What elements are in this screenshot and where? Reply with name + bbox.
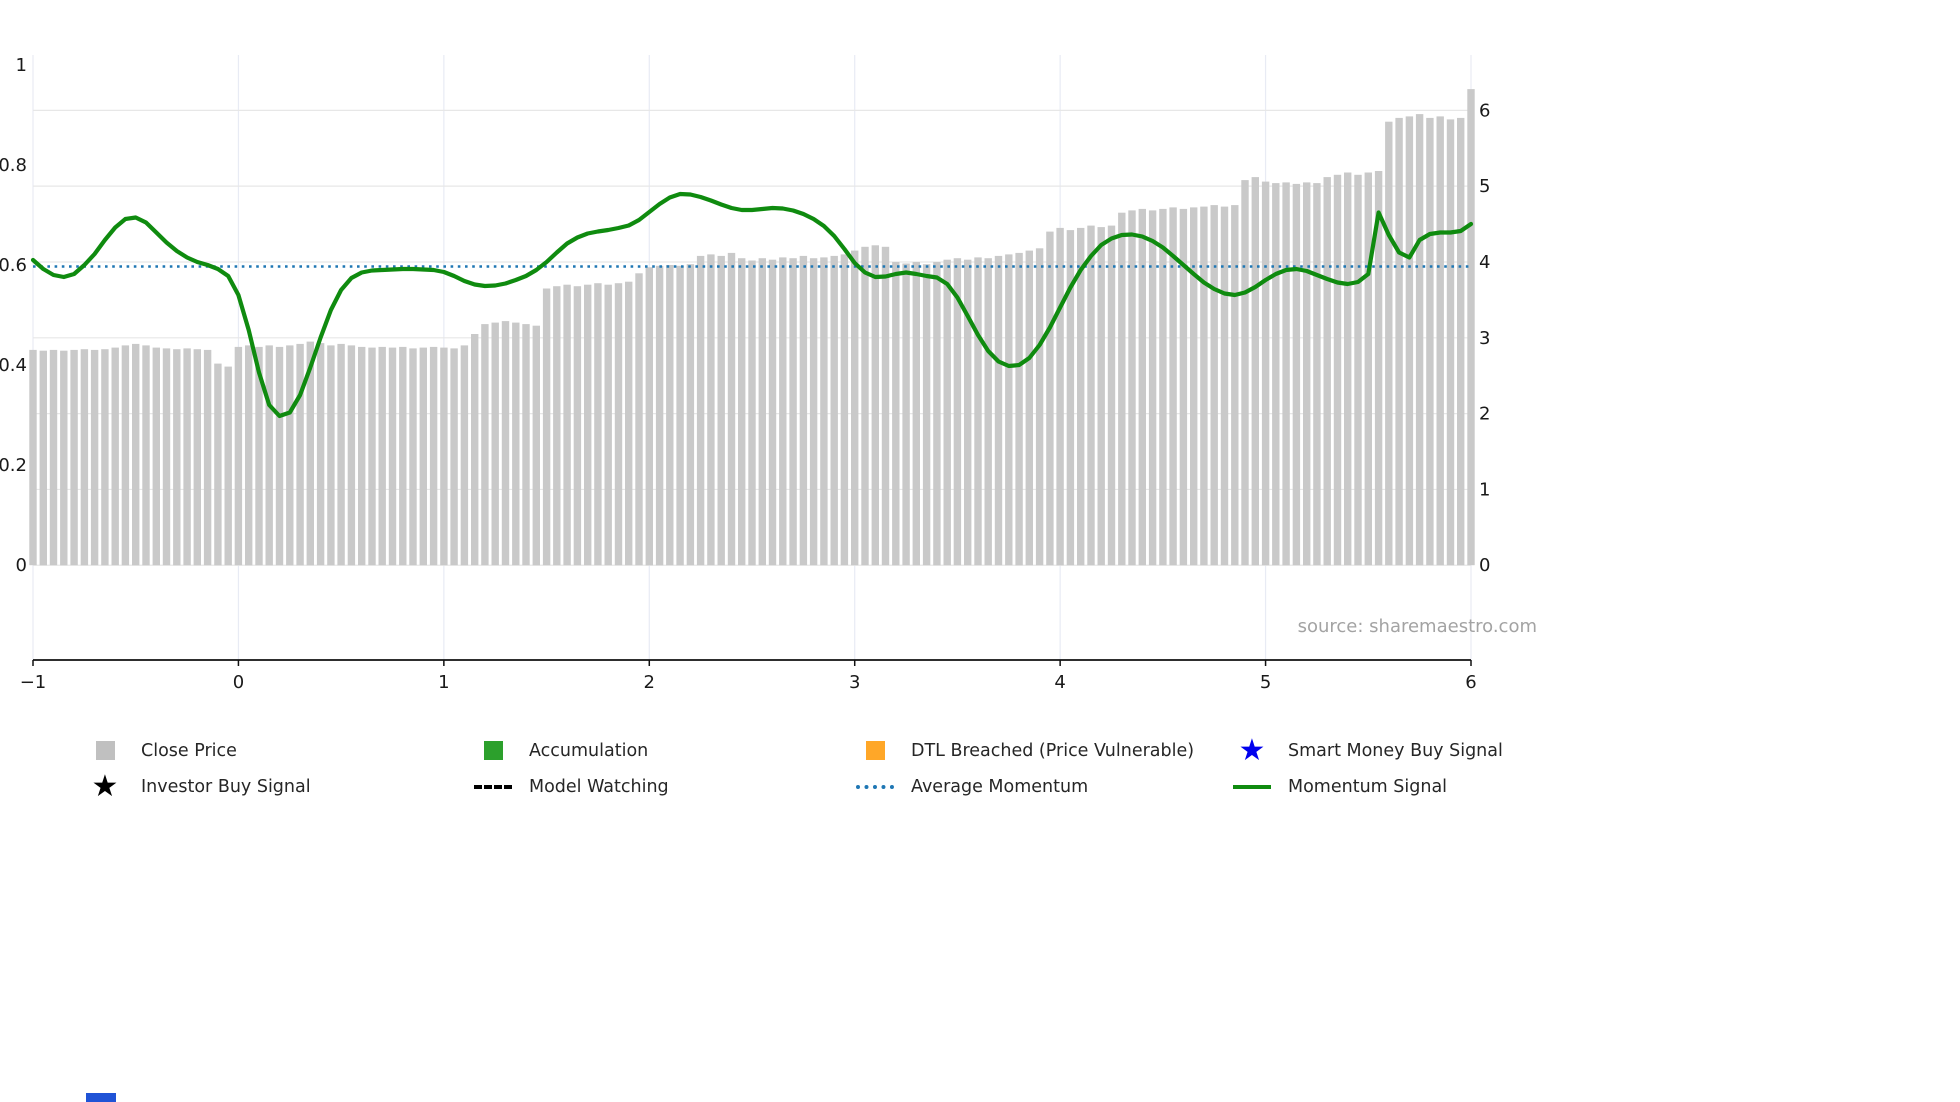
svg-text:5: 5 (1260, 672, 1271, 693)
legend-label: Smart Money Buy Signal (1288, 740, 1503, 761)
svg-text:2: 2 (644, 672, 655, 693)
legend-item-accumulation: Accumulation (473, 737, 855, 764)
legend-item-smart-money-buy-signal: ★ Smart Money Buy Signal (1232, 732, 1503, 768)
close-price-bars (29, 89, 1475, 566)
momentum-signal-line (30, 191, 1474, 419)
legend-item-close-price: Close Price (85, 737, 473, 764)
accumulation-swatch (473, 741, 513, 760)
svg-text:6: 6 (1479, 100, 1490, 121)
legend-item-model-watching: Model Watching (473, 773, 855, 800)
close-price-swatch (85, 741, 125, 760)
chart-legend: Close Price Accumulation DTL Breached (Pri… (85, 732, 1503, 804)
svg-text:0: 0 (16, 555, 27, 576)
legend-label: Momentum Signal (1288, 776, 1448, 797)
momentum-signal-swatch (1232, 784, 1272, 789)
svg-text:2: 2 (1479, 404, 1490, 425)
legend-item-momentum-signal: Momentum Signal (1232, 773, 1503, 800)
svg-text:0: 0 (233, 672, 244, 693)
legend-label: Model Watching (529, 776, 669, 797)
svg-text:4: 4 (1479, 252, 1490, 273)
price-momentum-chart: −1 0 1 2 3 4 5 6 0 0.2 0.4 0.6 0.8 1 0 1 2 3 4 5 6 (0, 55, 1490, 693)
x-axis: −1 0 1 2 3 4 5 6 (20, 659, 1477, 693)
svg-text:0.8: 0.8 (0, 155, 27, 176)
legend-item-investor-buy-signal: ★ Investor Buy Signal (85, 768, 473, 804)
svg-text:1: 1 (1479, 479, 1490, 500)
svg-text:3: 3 (1479, 328, 1490, 349)
cropped-blue-fragment (86, 1093, 116, 1102)
svg-text:1: 1 (16, 55, 27, 76)
dtl-breached-price-vulnerable-swatch (855, 741, 895, 760)
svg-text:5: 5 (1479, 176, 1490, 197)
svg-text:0.4: 0.4 (0, 355, 27, 376)
model-watching-swatch (473, 784, 513, 789)
svg-text:0.6: 0.6 (0, 255, 27, 276)
svg-text:0.2: 0.2 (0, 455, 27, 476)
legend-item-dtl-breached-price-vulnerable: DTL Breached (Price Vulnerable) (855, 737, 1232, 764)
svg-text:3: 3 (849, 672, 860, 693)
average-momentum-swatch (855, 784, 895, 789)
legend-label: Close Price (141, 740, 237, 761)
svg-text:0: 0 (1479, 555, 1490, 576)
legend-item-average-momentum: Average Momentum (855, 773, 1232, 800)
star-icon: ★ (1238, 732, 1266, 768)
svg-text:4: 4 (1054, 672, 1065, 693)
source-attribution: source: sharemaestro.com (1297, 616, 1537, 637)
left-axis: 0 0.2 0.4 0.6 0.8 1 (0, 55, 27, 576)
legend-label: Average Momentum (911, 776, 1089, 797)
svg-text:6: 6 (1465, 672, 1476, 693)
svg-text:−1: −1 (20, 672, 47, 693)
svg-text:1: 1 (438, 672, 449, 693)
legend-label: Investor Buy Signal (141, 776, 311, 797)
star-icon: ★ (91, 768, 119, 804)
legend-label: Accumulation (529, 740, 649, 761)
right-axis: 0 1 2 3 4 5 6 (1479, 100, 1490, 576)
legend-label: DTL Breached (Price Vulnerable) (911, 740, 1195, 761)
